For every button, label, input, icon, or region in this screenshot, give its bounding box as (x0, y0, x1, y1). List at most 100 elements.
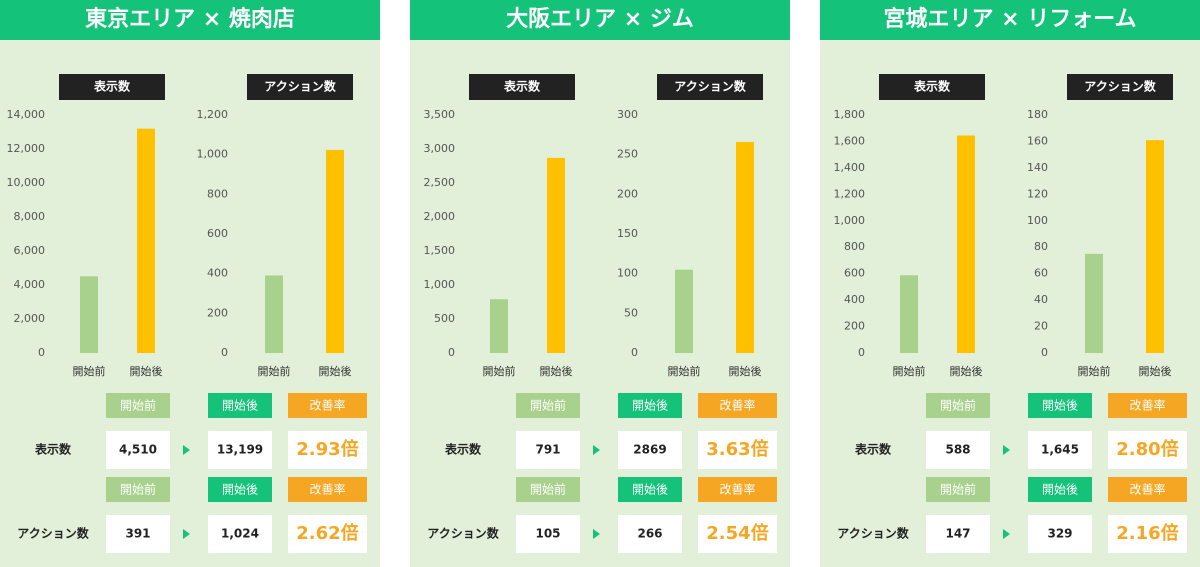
table-value: 391 (125, 527, 150, 541)
table-header: 開始後 (632, 483, 668, 497)
y-tick-label: 800 (844, 240, 865, 253)
chart-title: 表示数 (503, 79, 541, 94)
table-value: 147 (945, 527, 970, 541)
y-tick-label: 12,000 (7, 142, 46, 155)
table-header-box (288, 393, 367, 418)
chart-title-box (1067, 74, 1173, 100)
table-header-box (208, 393, 272, 418)
table-value-box (1028, 515, 1092, 553)
y-tick-label: 180 (1027, 108, 1048, 121)
x-tick-label: 開始後 (729, 364, 762, 378)
y-tick-label: 2,000 (424, 210, 456, 223)
table-value-box (208, 431, 272, 469)
table-header-box (516, 477, 580, 502)
y-tick-label: 0 (38, 346, 45, 359)
table-header: 開始後 (1042, 399, 1078, 413)
table-value: 13,199 (217, 443, 263, 457)
table-header: 改善率 (309, 482, 345, 497)
table-value-box (1108, 515, 1187, 553)
y-tick-label: 14,000 (7, 108, 46, 121)
chart-title: 表示数 (93, 79, 131, 94)
y-tick-label: 300 (617, 108, 638, 121)
x-tick-label: 開始前 (258, 364, 291, 378)
table-header: 開始後 (632, 399, 668, 413)
improvement-rate: 2.80倍 (1116, 438, 1178, 460)
y-tick-label: 3,000 (424, 142, 456, 155)
y-tick-label: 1,500 (424, 244, 456, 257)
table-value-box (618, 515, 682, 553)
table-header-box (1028, 477, 1092, 502)
y-tick-label: 8,000 (14, 210, 46, 223)
y-tick-label: 400 (207, 267, 228, 280)
y-tick-label: 10,000 (7, 176, 46, 189)
table-header: 開始前 (940, 482, 976, 497)
bar (137, 128, 155, 353)
y-tick-label: 1,000 (197, 148, 229, 161)
y-tick-label: 400 (844, 293, 865, 306)
table-value: 588 (945, 443, 970, 457)
y-tick-label: 250 (617, 148, 638, 161)
chart-title-box (247, 74, 353, 100)
arrow-icon (593, 529, 600, 539)
bar (326, 149, 344, 353)
bar (265, 275, 283, 353)
table-value-box (698, 431, 777, 469)
x-tick-label: 開始前 (893, 364, 926, 378)
x-tick-label: 開始前 (1078, 364, 1111, 378)
arrow-icon (1003, 445, 1010, 455)
table-value: 329 (1047, 527, 1072, 541)
bar (1146, 140, 1164, 353)
y-tick-label: 2,000 (14, 312, 46, 325)
table-value-box (288, 515, 367, 553)
y-tick-label: 800 (207, 187, 228, 200)
chart-title: アクション数 (674, 79, 746, 94)
row-label: 表示数 (34, 442, 72, 457)
table-header: 改善率 (309, 398, 345, 413)
bar (547, 157, 565, 353)
table-value-box (208, 515, 272, 553)
table-header-box (208, 477, 272, 502)
bar (490, 299, 508, 353)
table-header: 開始前 (530, 482, 566, 497)
panel-title: 大阪エリア × ジム (506, 7, 694, 32)
table-value: 1,645 (1041, 443, 1079, 457)
table-header-box (1108, 393, 1187, 418)
table-header: 改善率 (719, 398, 755, 413)
arrow-icon (1003, 529, 1010, 539)
arrow-icon (593, 445, 600, 455)
x-tick-label: 開始前 (483, 364, 516, 378)
table-header: 開始前 (120, 482, 156, 497)
table-value-box (106, 431, 170, 469)
table-header-box (516, 393, 580, 418)
table-value: 2869 (633, 443, 666, 457)
table-value: 105 (535, 527, 560, 541)
x-tick-label: 開始後 (130, 364, 163, 378)
bar (1085, 253, 1103, 353)
table-value-box (1028, 431, 1092, 469)
y-tick-label: 0 (631, 346, 638, 359)
y-tick-label: 0 (1041, 346, 1048, 359)
y-tick-label: 600 (844, 267, 865, 280)
arrow-icon (183, 529, 190, 539)
panel-header (410, 0, 790, 40)
y-tick-label: 60 (1034, 267, 1048, 280)
y-tick-label: 160 (1027, 134, 1048, 147)
y-tick-label: 1,000 (424, 278, 456, 291)
improvement-rate: 2.93倍 (296, 438, 358, 460)
table-header-box (1028, 393, 1092, 418)
panel-title: 東京エリア × 焼肉店 (85, 6, 295, 32)
table-header: 開始前 (530, 398, 566, 413)
bar (675, 269, 693, 353)
table-value-box (516, 515, 580, 553)
x-tick-label: 開始前 (73, 364, 106, 378)
table-header: 開始後 (222, 483, 258, 497)
y-tick-label: 120 (1027, 187, 1048, 200)
panel-title: 宮城エリア × リフォーム (883, 6, 1136, 32)
table-value-box (698, 515, 777, 553)
x-tick-label: 開始後 (1139, 364, 1172, 378)
y-tick-label: 1,000 (834, 214, 866, 227)
y-tick-label: 200 (617, 187, 638, 200)
y-tick-label: 0 (221, 346, 228, 359)
bar (736, 141, 754, 353)
